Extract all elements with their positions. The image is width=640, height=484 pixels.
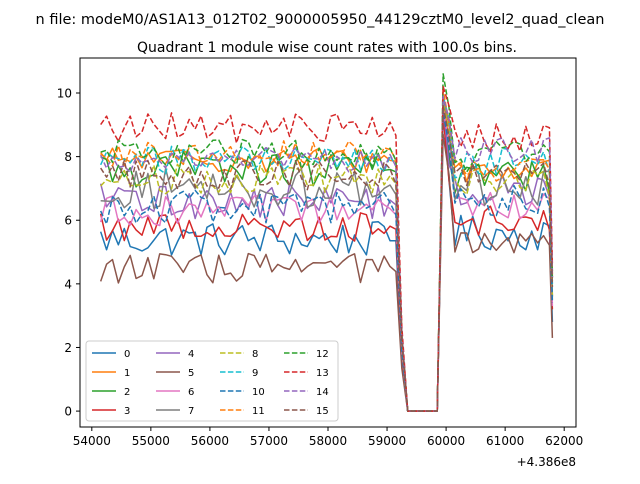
series-line-11 [100,89,554,412]
legend-item: 0 [92,349,130,360]
legend-label: 5 [188,368,194,379]
y-tick-label: 2 [64,341,72,355]
x-tick-label: 59000 [368,434,406,448]
legend-label: 2 [124,387,130,398]
series-line-9 [99,95,554,412]
y-tick-label: 8 [64,150,72,164]
y-tick-label: 6 [64,214,72,228]
x-tick-label: 55000 [132,434,170,448]
x-tick-label: 61000 [486,434,524,448]
x-tick-label: 57000 [250,434,288,448]
x-axis: 54000 55000 56000 57000 58000 59000 60000 61000… [73,427,583,448]
legend-label: 12 [316,349,329,360]
legend-label: 0 [124,349,130,360]
legend-label: 15 [316,406,329,417]
figure-suptitle: n file: modeM0/AS1A13_012T02_9000005950_… [36,12,605,28]
series-line-10 [99,111,554,412]
legend-item: 14 [284,387,329,398]
y-tick-label: 0 [64,405,72,419]
legend-item: 5 [156,368,194,379]
series-line-6 [99,108,554,412]
x-offset-label: +4.386e8 [517,455,576,469]
legend-item: 13 [284,368,329,379]
series-layer [99,73,554,412]
legend-label: 1 [124,368,130,379]
series-line-5 [99,133,554,412]
legend-label: 7 [188,406,194,417]
legend-label: 8 [252,349,258,360]
chart-title: Quadrant 1 module wise count rates with … [137,40,517,56]
series-line-2 [100,108,554,412]
y-axis: 0 2 4 6 8 10 [57,86,80,419]
legend-item: 4 [156,349,194,360]
x-tick-label: 54000 [73,434,111,448]
legend-label: 14 [316,387,329,398]
series-line-15 [100,104,554,412]
series-line-4 [99,104,554,412]
legend-box [85,340,339,422]
legend-label: 9 [252,368,258,379]
x-tick-label: 56000 [191,434,229,448]
legend-item: 8 [220,349,258,360]
legend-item: 6 [156,387,194,398]
legend-label: 3 [124,406,130,417]
y-tick-label: 4 [64,277,72,291]
legend-label: 10 [252,387,265,398]
series-line-12 [100,73,554,412]
y-tick-label: 10 [57,86,72,100]
legend-label: 4 [188,349,194,360]
legend-label: 6 [188,387,194,398]
legend-item: 3 [92,406,130,417]
legend-item: 12 [284,349,329,360]
legend-item: 2 [92,387,130,398]
legend-item: 10 [220,387,265,398]
series-line-8 [100,101,554,412]
x-tick-label: 62000 [545,434,583,448]
legend-item: 15 [284,406,329,417]
series-line-14 [99,95,554,412]
legend-item: 11 [220,406,265,417]
legend-label: 11 [252,406,265,417]
series-line-13 [100,85,554,412]
legend-item: 7 [156,406,194,417]
legend-item: 1 [92,368,130,379]
legend-label: 13 [316,368,329,379]
x-tick-label: 60000 [427,434,465,448]
legend-item: 9 [220,368,258,379]
x-tick-label: 58000 [309,434,347,448]
